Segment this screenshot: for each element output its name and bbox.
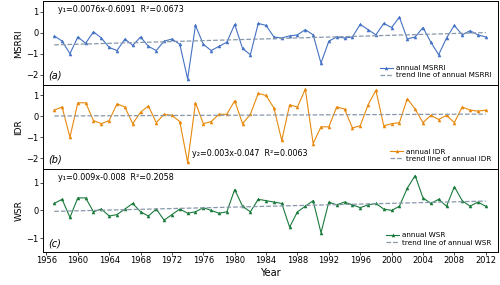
Text: (b): (b) (48, 154, 62, 164)
Line: trend line of annual IDR: trend line of annual IDR (54, 114, 486, 116)
trend line of annual MSRRI (381, 34, 387, 37)
trend line of annual WSR (318, 203, 324, 207)
annual IDR (310, 142, 316, 145)
trend line of annual IDR (208, 114, 214, 117)
trend line of annual WSR (381, 202, 387, 205)
trend line of annual MSRRI (318, 36, 324, 39)
trend line of annual WSR (52, 210, 58, 213)
trend line of annual IDR (318, 113, 324, 117)
trend line of annual IDR (334, 113, 340, 117)
trend line of annual MSRRI (52, 43, 58, 46)
annual MSRRI (52, 34, 58, 38)
annual IDR (216, 113, 222, 116)
annual IDR (396, 121, 402, 124)
annual MSRRI (184, 77, 190, 80)
trend line of annual IDR (482, 112, 488, 116)
annual IDR (350, 126, 356, 130)
Legend: annual MSRRI, trend line of annual MSRRI: annual MSRRI, trend line of annual MSRRI (378, 63, 494, 81)
annual WSR (412, 174, 418, 177)
Y-axis label: IDR: IDR (14, 119, 24, 135)
annual MSRRI (59, 39, 65, 43)
Text: y₁=0.009x-0.008  R²=0.2058: y₁=0.009x-0.008 R²=0.2058 (58, 173, 174, 182)
trend line of annual MSRRI (294, 36, 300, 40)
Y-axis label: MSRRI: MSRRI (14, 29, 24, 58)
annual IDR (334, 105, 340, 109)
trend line of annual MSRRI (59, 43, 65, 46)
annual MSRRI (216, 45, 222, 48)
trend line of annual MSRRI (334, 35, 340, 38)
Line: annual IDR: annual IDR (52, 88, 488, 164)
annual IDR (184, 161, 190, 164)
Line: trend line of annual MSRRI: trend line of annual MSRRI (54, 32, 486, 45)
annual MSRRI (482, 35, 488, 39)
annual IDR (482, 108, 488, 112)
trend line of annual IDR (294, 113, 300, 117)
annual MSRRI (342, 36, 347, 40)
annual MSRRI (302, 28, 308, 31)
annual WSR (318, 231, 324, 235)
Text: (c): (c) (48, 238, 61, 248)
trend line of annual MSRRI (208, 39, 214, 42)
annual WSR (294, 210, 300, 213)
X-axis label: Year: Year (260, 268, 280, 278)
Legend: annual IDR, trend line of annual IDR: annual IDR, trend line of annual IDR (388, 147, 494, 164)
Line: annual MSRRI: annual MSRRI (52, 16, 488, 80)
trend line of annual WSR (482, 200, 488, 203)
Legend: annual WSR, trend line of annual WSR: annual WSR, trend line of annual WSR (384, 230, 494, 248)
annual WSR (208, 209, 214, 212)
trend line of annual IDR (59, 114, 65, 118)
annual WSR (59, 198, 65, 201)
annual IDR (59, 105, 65, 109)
trend line of annual IDR (381, 113, 387, 116)
Text: y₁=0.0076x-0.6091  R²=0.0673: y₁=0.0076x-0.6091 R²=0.0673 (58, 5, 184, 14)
annual IDR (302, 87, 308, 91)
trend line of annual WSR (208, 206, 214, 209)
trend line of annual WSR (59, 209, 65, 213)
annual WSR (342, 200, 347, 204)
annual IDR (52, 108, 58, 112)
Line: trend line of annual WSR: trend line of annual WSR (54, 201, 486, 211)
annual MSRRI (388, 26, 394, 29)
annual MSRRI (396, 15, 402, 19)
annual WSR (326, 200, 332, 204)
trend line of annual IDR (52, 114, 58, 118)
annual WSR (388, 209, 394, 212)
Y-axis label: WSR: WSR (14, 200, 24, 221)
Line: annual WSR: annual WSR (52, 174, 488, 234)
annual WSR (52, 202, 58, 205)
annual WSR (482, 205, 488, 208)
trend line of annual MSRRI (482, 31, 488, 34)
trend line of annual WSR (334, 203, 340, 206)
annual MSRRI (326, 39, 332, 43)
Text: (a): (a) (48, 71, 62, 81)
trend line of annual WSR (294, 204, 300, 207)
Text: y₂=0.003x-0.047  R²=0.0063: y₂=0.003x-0.047 R²=0.0063 (192, 149, 307, 158)
